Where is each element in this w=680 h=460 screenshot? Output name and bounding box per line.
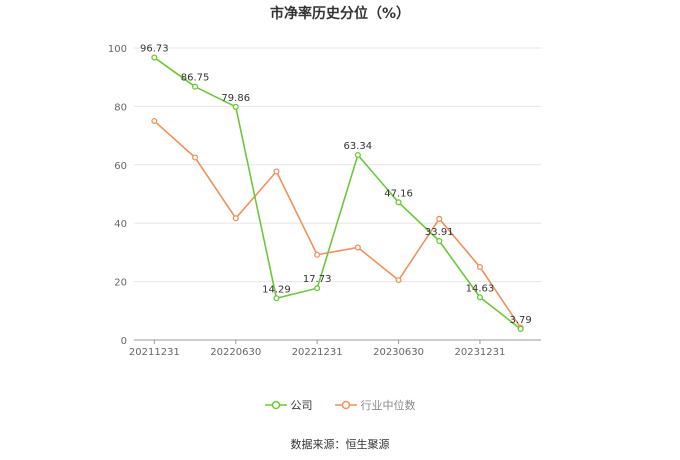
series-point bbox=[476, 294, 484, 301]
y-tick-label: 100 bbox=[108, 44, 127, 55]
data-source-note: 数据来源：恒生聚源 bbox=[290, 438, 390, 451]
line-chart: 0 20 40 60 80 100 20211231 20220630 20221231 2023… bbox=[108, 44, 541, 358]
series-point bbox=[314, 251, 321, 258]
data-label: 14.63 bbox=[466, 283, 495, 294]
series-point bbox=[232, 215, 239, 222]
legend-swatch bbox=[264, 400, 287, 410]
series-lines bbox=[151, 54, 524, 332]
legend-swatch-marker bbox=[341, 400, 350, 410]
series-point bbox=[232, 103, 239, 110]
legend-item[interactable]: 公司 bbox=[264, 397, 313, 413]
series-point bbox=[395, 277, 402, 284]
series-point bbox=[476, 263, 484, 271]
axes: 0 20 40 60 80 100 20211231 20220630 20221231 2023… bbox=[108, 44, 541, 358]
data-label: 86.75 bbox=[181, 73, 210, 84]
series-point bbox=[151, 117, 158, 125]
series-point bbox=[354, 151, 361, 159]
chart-title: 市净率历史分位（%） bbox=[269, 6, 411, 22]
x-tick-label: 20231231 bbox=[454, 347, 505, 358]
series-point bbox=[436, 237, 443, 245]
data-label: 79.86 bbox=[221, 93, 250, 104]
x-tick-label: 20211231 bbox=[129, 347, 180, 358]
legend-item[interactable]: 行业中位数 bbox=[334, 397, 416, 413]
y-tick-label: 20 bbox=[114, 278, 127, 289]
data-labels: 96.73 86.75 79.86 14.29 17.73 63.34 47.16 33.91… bbox=[140, 44, 532, 326]
legend-label: 行业中位数 bbox=[360, 399, 416, 412]
series-point bbox=[517, 325, 524, 332]
legend-swatch bbox=[334, 400, 357, 410]
data-label: 63.34 bbox=[344, 141, 373, 152]
x-tick-label: 20221231 bbox=[292, 347, 343, 358]
series-point bbox=[354, 244, 361, 251]
data-label: 96.73 bbox=[140, 44, 169, 55]
y-tick-label: 80 bbox=[114, 102, 127, 113]
y-tick-label: 0 bbox=[121, 336, 127, 347]
data-label: 3.79 bbox=[510, 315, 532, 326]
y-tick-label: 40 bbox=[114, 219, 127, 230]
data-label: 47.16 bbox=[384, 188, 413, 199]
data-label: 17.73 bbox=[303, 274, 332, 285]
series-point bbox=[436, 215, 443, 222]
legend-label: 公司 bbox=[290, 399, 313, 412]
legend: 公司 行业中位数 bbox=[0, 397, 680, 413]
series-line bbox=[153, 56, 522, 330]
x-tick-label: 20220630 bbox=[210, 347, 261, 358]
y-tick-label: 60 bbox=[114, 161, 127, 172]
data-label: 14.29 bbox=[262, 284, 291, 295]
series-point bbox=[273, 168, 280, 175]
x-tick-label: 20230630 bbox=[373, 347, 424, 358]
series-line bbox=[153, 120, 522, 329]
series-point bbox=[151, 54, 158, 61]
series-point bbox=[314, 285, 321, 292]
series-point bbox=[192, 83, 199, 90]
legend-swatch-marker bbox=[271, 400, 280, 410]
series-point bbox=[395, 199, 402, 206]
series-point bbox=[273, 295, 280, 302]
series-point bbox=[192, 154, 199, 161]
data-label: 33.91 bbox=[425, 227, 454, 238]
